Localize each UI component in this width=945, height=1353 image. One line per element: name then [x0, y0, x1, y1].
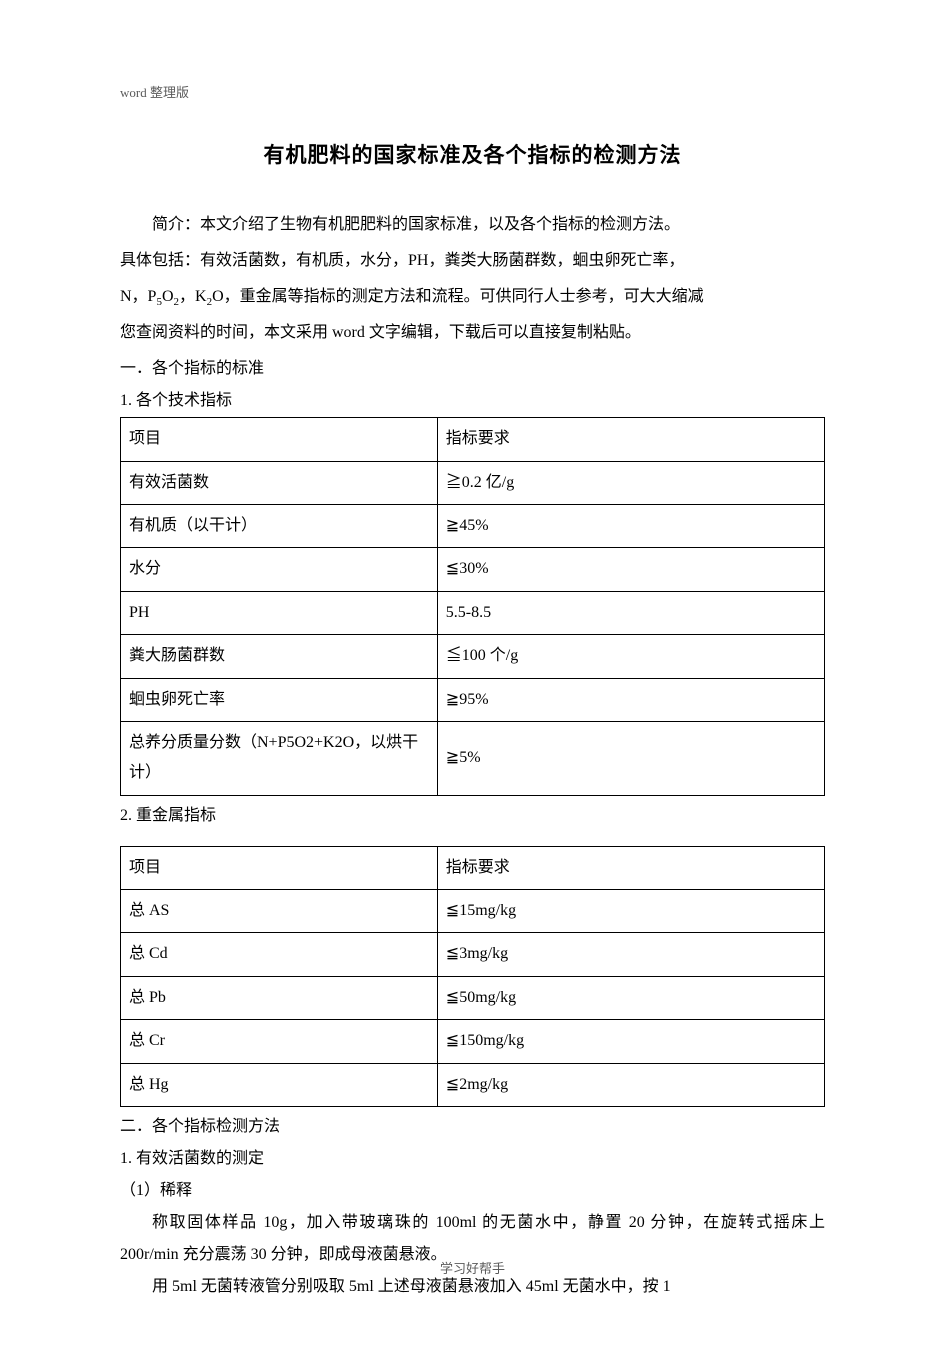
table-row: 总 AS ≦15mg/kg [121, 890, 825, 933]
intro-text-2c: O [162, 288, 174, 305]
table-cell: 指标要求 [437, 418, 824, 461]
intro-text-2e: O，重金属等指标的测定方法和流程。可供同行人士参考，可大大缩减 [212, 288, 704, 305]
table-cell: 蛔虫卵死亡率 [121, 678, 438, 721]
intro-paragraph-3: N，P5O2，K2O，重金属等指标的测定方法和流程。可供同行人士参考，可大大缩减 [120, 281, 825, 313]
intro-text-2d: ，K [179, 288, 207, 305]
table-cell: ≦3mg/kg [437, 933, 824, 976]
table-cell: 总 AS [121, 890, 438, 933]
tech-indicators-table: 项目 指标要求 有效活菌数 ≧0.2 亿/g 有机质（以干计） ≧45% 水分 … [120, 417, 825, 796]
table-cell: ≧0.2 亿/g [437, 461, 824, 504]
table-cell: 总 Cr [121, 1020, 438, 1063]
footer-note: 学习好帮手 [0, 1258, 945, 1277]
table-cell: 粪大肠菌群数 [121, 635, 438, 678]
table-cell: 项目 [121, 846, 438, 889]
subsection-2-1-1-heading: （1）稀释 [120, 1175, 825, 1207]
section-1-heading: 一．各个指标的标准 [120, 353, 825, 385]
intro-paragraph-2: 具体包括：有效活菌数，有机质，水分，PH，粪类大肠菌群数，蛔虫卵死亡率， [120, 245, 825, 277]
table-cell: ≦150mg/kg [437, 1020, 824, 1063]
subsection-1-2-heading: 2. 重金属指标 [120, 800, 825, 832]
table-cell: 项目 [121, 418, 438, 461]
heavy-metal-table: 项目 指标要求 总 AS ≦15mg/kg 总 Cd ≦3mg/kg 总 Pb … [120, 846, 825, 1107]
table-row: 蛔虫卵死亡率 ≧95% [121, 678, 825, 721]
table-cell: 总养分质量分数（N+P5O2+K2O，以烘干计） [121, 721, 438, 795]
table-cell: PH [121, 591, 438, 634]
section-2-heading: 二．各个指标检测方法 [120, 1111, 825, 1143]
table-row: 总养分质量分数（N+P5O2+K2O，以烘干计） ≧5% [121, 721, 825, 795]
table-row: PH 5.5-8.5 [121, 591, 825, 634]
page-title: 有机肥料的国家标准及各个指标的检测方法 [120, 139, 825, 169]
header-note: word 整理版 [120, 82, 825, 101]
table-cell: 指标要求 [437, 846, 824, 889]
table-row: 总 Cd ≦3mg/kg [121, 933, 825, 976]
table-cell: ≧95% [437, 678, 824, 721]
table-cell: ≧5% [437, 721, 824, 795]
intro-text-2b: N，P [120, 288, 156, 305]
intro-paragraph-4: 您查阅资料的时间，本文采用 word 文字编辑，下载后可以直接复制粘贴。 [120, 317, 825, 349]
table-cell: 总 Cd [121, 933, 438, 976]
table-cell: 总 Pb [121, 976, 438, 1019]
table-cell: ≦100 个/g [437, 635, 824, 678]
table-cell: 有效活菌数 [121, 461, 438, 504]
table-row: 有机质（以干计） ≧45% [121, 504, 825, 547]
table-cell: ≧45% [437, 504, 824, 547]
table-row: 水分 ≦30% [121, 548, 825, 591]
table-row: 总 Hg ≦2mg/kg [121, 1063, 825, 1106]
subsection-2-1-heading: 1. 有效活菌数的测定 [120, 1143, 825, 1175]
table-row: 粪大肠菌群数 ≦100 个/g [121, 635, 825, 678]
table-row: 项目 指标要求 [121, 418, 825, 461]
table-row: 总 Pb ≦50mg/kg [121, 976, 825, 1019]
table-cell: ≦30% [437, 548, 824, 591]
table-cell: ≦15mg/kg [437, 890, 824, 933]
table-row: 有效活菌数 ≧0.2 亿/g [121, 461, 825, 504]
intro-paragraph-1: 简介：本文介绍了生物有机肥肥料的国家标准，以及各个指标的检测方法。 [120, 209, 825, 241]
table-cell: 总 Hg [121, 1063, 438, 1106]
intro-text-2a: 具体包括：有效活菌数，有机质，水分，PH，粪类大肠菌群数，蛔虫卵死亡率， [120, 252, 684, 269]
table-cell: 有机质（以干计） [121, 504, 438, 547]
table-cell: ≦2mg/kg [437, 1063, 824, 1106]
table-row: 总 Cr ≦150mg/kg [121, 1020, 825, 1063]
table-cell: ≦50mg/kg [437, 976, 824, 1019]
table-cell: 水分 [121, 548, 438, 591]
table-cell: 5.5-8.5 [437, 591, 824, 634]
table-row: 项目 指标要求 [121, 846, 825, 889]
subsection-1-1-heading: 1. 各个技术指标 [120, 385, 825, 417]
